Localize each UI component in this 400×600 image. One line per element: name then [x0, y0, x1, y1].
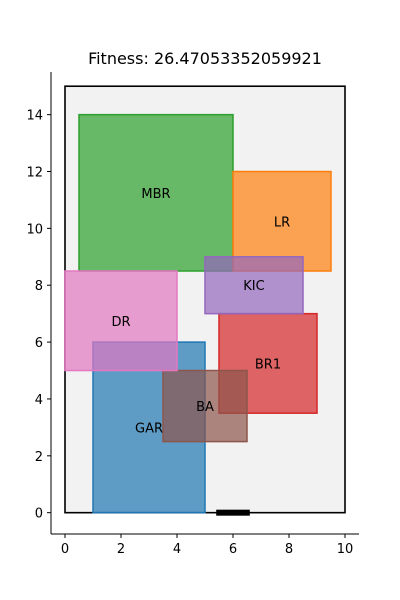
room-label-lr: LR [274, 215, 290, 230]
room-label-mbr: MBR [141, 187, 170, 202]
room-ba [162, 369, 248, 443]
y-tick-label: 6 [35, 336, 43, 351]
room-lr [232, 170, 332, 272]
chart-title: Fitness: 26.47053352059921 [88, 49, 322, 68]
y-tick-label: 10 [26, 222, 43, 237]
x-tick-label: 0 [61, 542, 69, 557]
room-label-gar: GAR [135, 421, 163, 436]
plot-area: MBR LR BR1 GAR BA DR KIC 0 2 4 6 8 10 0 2 4 6 8 10 12 14 [26, 72, 359, 557]
room-label-br1: BR1 [255, 357, 281, 372]
entrance-marker [216, 509, 250, 516]
y-tick-label: 8 [35, 279, 43, 294]
room-label-ba: BA [196, 400, 214, 415]
x-tick-label: 8 [285, 542, 293, 557]
room-dr [64, 270, 178, 372]
y-tick-label: 2 [35, 450, 43, 465]
room-kic [204, 256, 304, 315]
x-tick-label: 4 [173, 542, 181, 557]
y-tick-label: 4 [35, 393, 43, 408]
x-tick-label: 10 [337, 542, 354, 557]
room-mbr [78, 113, 234, 272]
x-tick-label: 6 [229, 542, 237, 557]
x-tick-label: 2 [117, 542, 125, 557]
y-tick-label: 0 [35, 507, 43, 522]
y-tick-label: 14 [26, 109, 43, 124]
room-label-kic: KIC [243, 279, 264, 294]
room-label-dr: DR [111, 315, 130, 330]
y-tick-label: 12 [26, 166, 43, 181]
